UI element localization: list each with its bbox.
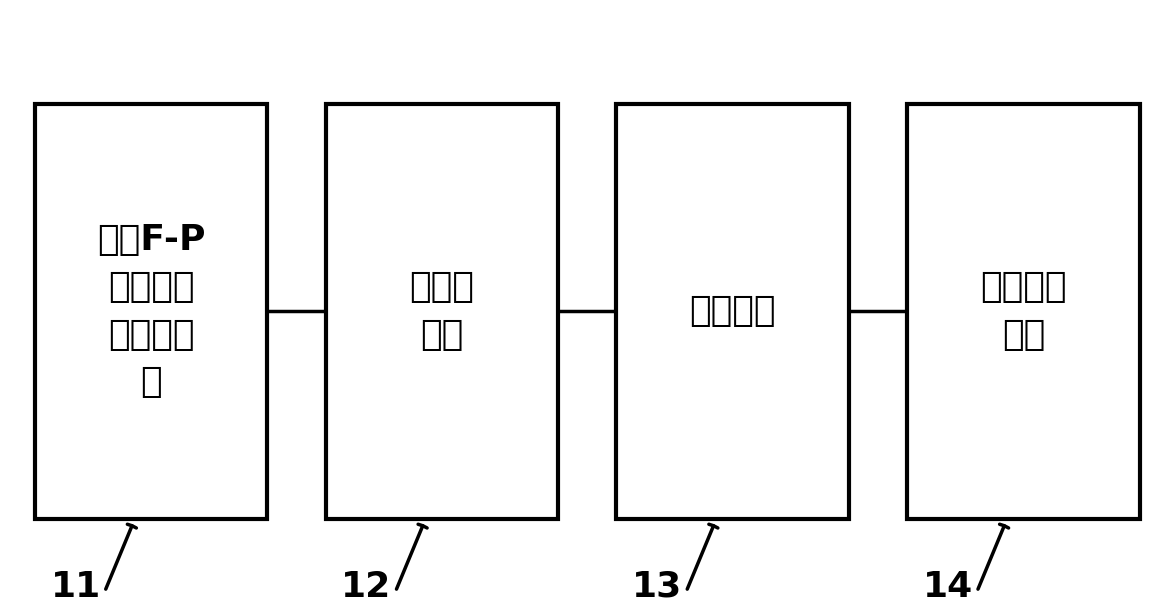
Text: 12: 12 [341,570,392,604]
Text: 微结构
光纤: 微结构 光纤 [409,270,475,352]
Text: 14: 14 [922,570,973,604]
Bar [616,104,849,518]
Text: 计算显示
模块: 计算显示 模块 [980,270,1066,352]
Bar [326,104,558,518]
Text: 控制模块: 控制模块 [690,294,776,328]
Text: 基于F-P
的数字全
息记录光
路: 基于F-P 的数字全 息记录光 路 [97,223,206,400]
Text: 13: 13 [632,570,683,604]
Bar [907,104,1140,518]
Text: 11: 11 [50,570,101,604]
Bar [35,104,267,518]
